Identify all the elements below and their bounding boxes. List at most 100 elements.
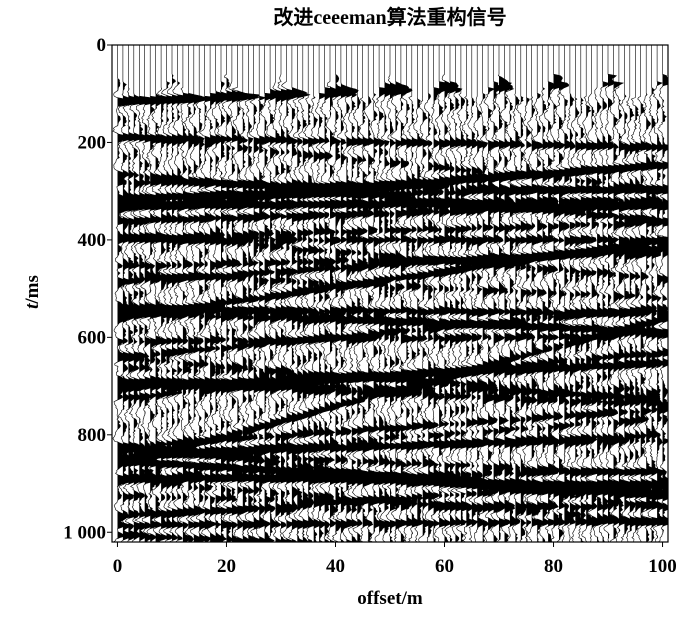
wiggle-fill xyxy=(395,45,415,542)
wiggle-trace xyxy=(592,45,616,542)
y-axis-label-italic: t xyxy=(22,303,43,309)
wiggle-trace xyxy=(405,45,440,542)
wiggle-fill xyxy=(330,45,351,542)
wiggle-trace xyxy=(363,45,392,542)
y-tick-label: 800 xyxy=(78,425,107,446)
wiggle-trace xyxy=(624,45,647,542)
wiggle-trace xyxy=(657,45,668,542)
wiggle-fill xyxy=(384,45,407,542)
wiggle-trace xyxy=(526,45,555,542)
wiggle-trace xyxy=(641,45,667,542)
x-tick-label: 0 xyxy=(113,556,123,577)
wiggle-trace xyxy=(417,45,448,542)
wiggle-trace xyxy=(151,45,179,542)
x-axis-label: offset/m xyxy=(357,588,423,609)
wiggle-fill xyxy=(488,45,511,542)
plot-frame xyxy=(111,44,669,543)
wiggle-trace xyxy=(177,45,206,542)
wiggle-trace xyxy=(504,45,532,542)
wiggle-trace xyxy=(465,45,497,542)
wiggle-trace xyxy=(455,45,488,542)
wiggle-fill xyxy=(542,45,564,542)
wiggle-trace xyxy=(494,45,522,542)
y-tick-label: 0 xyxy=(97,35,107,56)
wiggle-trace xyxy=(537,45,565,542)
wiggle-trace xyxy=(477,45,504,542)
wiggle-fill xyxy=(335,45,355,542)
wiggle-fill xyxy=(270,45,289,542)
wiggle-trace xyxy=(488,45,514,542)
y-axis-label: t/ms xyxy=(22,275,43,309)
wiggle-trace xyxy=(548,45,576,542)
wiggle-trace xyxy=(374,45,402,542)
wiggle-trace xyxy=(460,45,495,542)
wiggle-fill xyxy=(597,45,615,542)
wiggle-fill xyxy=(351,45,379,542)
wiggle-fill xyxy=(226,45,244,542)
wiggle-trace xyxy=(444,45,478,542)
x-tick-label: 20 xyxy=(217,556,236,577)
wiggle-trace xyxy=(646,45,668,542)
wiggle-fill xyxy=(417,45,445,542)
wiggle-fill xyxy=(221,45,241,542)
wiggle-fill xyxy=(275,45,294,542)
wiggle-fill xyxy=(324,45,347,542)
wiggle-trace xyxy=(269,45,295,542)
wiggle-fill xyxy=(646,45,666,542)
wiggle-fill xyxy=(548,45,571,542)
wiggle-trace xyxy=(618,45,646,542)
wiggle-trace xyxy=(172,45,201,542)
wiggle-fill xyxy=(586,45,605,542)
wiggle-fill xyxy=(133,45,157,542)
wiggle-trace xyxy=(635,45,657,542)
wiggle-trace xyxy=(204,45,230,542)
wiggle-trace xyxy=(608,45,637,542)
wiggle-fill xyxy=(319,45,343,542)
wiggle-trace xyxy=(379,45,408,542)
wiggle-trace xyxy=(428,45,458,542)
wiggle-trace xyxy=(194,45,223,542)
y-tick-label: 600 xyxy=(78,327,107,348)
wiggle-trace xyxy=(368,45,399,542)
wiggle-trace xyxy=(509,45,538,542)
wiggle-fill xyxy=(657,45,668,542)
wiggle-trace xyxy=(303,45,327,542)
wiggle-trace xyxy=(439,45,472,542)
wiggle-trace xyxy=(155,45,189,542)
wiggle-fill xyxy=(253,45,271,542)
wiggle-trace xyxy=(652,45,668,542)
wiggle-fill xyxy=(188,45,213,542)
wiggle-trace xyxy=(585,45,611,542)
wiggle-trace xyxy=(598,45,621,542)
wiggle-fill xyxy=(569,45,589,542)
wiggle-trace xyxy=(325,45,352,542)
wiggle-fill xyxy=(618,45,640,542)
wiggle-trace xyxy=(423,45,452,542)
wiggle-trace xyxy=(357,45,388,542)
wiggle-fill xyxy=(433,45,458,542)
wiggle-trace xyxy=(335,45,364,542)
wiggle-trace xyxy=(559,45,585,542)
y-tick-label: 200 xyxy=(78,132,107,153)
wiggle-fill xyxy=(182,45,206,542)
wiggle-fill xyxy=(662,45,668,542)
wiggle-trace xyxy=(160,45,193,542)
wiggle-fill xyxy=(651,45,668,542)
chart-title: 改进ceeeman算法重构信号 xyxy=(273,5,506,29)
wiggle-trace xyxy=(412,45,445,542)
wiggle-trace xyxy=(166,45,197,542)
wiggle-fill xyxy=(302,45,321,542)
wiggle-traces xyxy=(112,45,668,542)
x-tick-label: 60 xyxy=(435,556,454,577)
wiggle-fill xyxy=(215,45,235,542)
wiggle-trace xyxy=(347,45,380,542)
wiggle-trace xyxy=(603,45,627,542)
wiggle-trace xyxy=(352,45,385,542)
wiggle-trace xyxy=(187,45,218,542)
wiggle-trace xyxy=(570,45,596,542)
wiggle-fill xyxy=(640,45,656,542)
wiggle-trace xyxy=(385,45,413,542)
wiggle-trace xyxy=(449,45,484,542)
